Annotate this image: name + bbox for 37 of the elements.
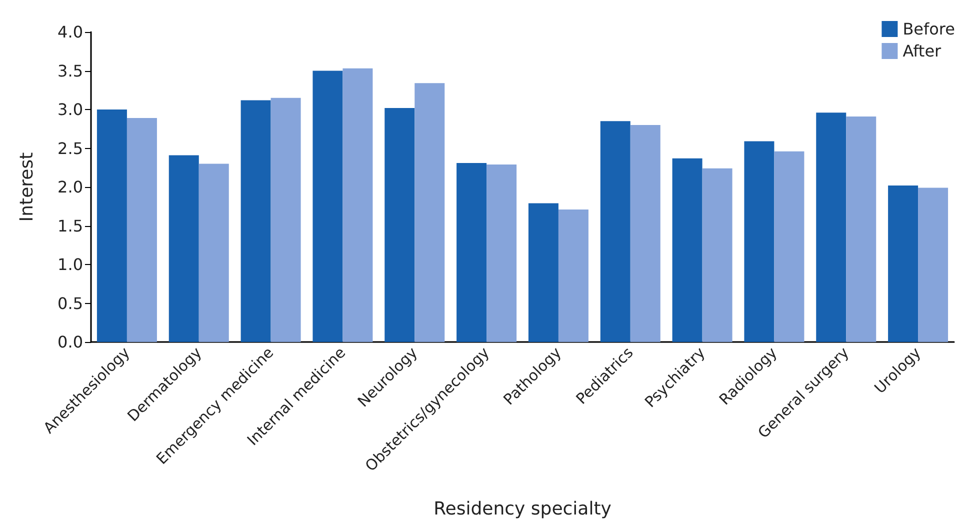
bar [702, 168, 732, 342]
bar [96, 110, 127, 342]
y-tick-label: 2.5 [58, 138, 83, 158]
bar [918, 188, 948, 342]
y-tick-label: 0.0 [58, 332, 83, 352]
bar [270, 98, 301, 342]
y-tick-label: 1.0 [58, 255, 83, 274]
bar [384, 108, 415, 342]
bar [342, 68, 373, 342]
bar [198, 164, 229, 342]
y-tick-label: 0.5 [58, 294, 83, 313]
bar [600, 121, 630, 342]
bar [774, 151, 804, 342]
bar [558, 209, 588, 342]
bar [888, 185, 918, 342]
bar [744, 141, 774, 342]
y-tick-label: 3.5 [58, 61, 83, 80]
y-tick-label: 1.5 [58, 216, 83, 236]
x-axis-title: Residency specialty [434, 498, 612, 520]
bar [846, 116, 876, 342]
bar [312, 70, 343, 342]
bar [414, 83, 445, 342]
bar [528, 203, 558, 342]
bar [486, 164, 517, 342]
bar [168, 155, 199, 342]
bar [672, 158, 702, 342]
bar [126, 118, 157, 342]
y-axis-title: Interest [16, 152, 38, 222]
bar [456, 162, 487, 342]
y-tick-label: 2.0 [58, 178, 83, 196]
legend-label: After [902, 42, 942, 60]
legend-label: Before [902, 20, 955, 38]
y-tick-label: 3.0 [58, 100, 83, 119]
y-tick-label: 4.0 [58, 22, 83, 42]
bar [240, 100, 271, 342]
bar [630, 125, 660, 342]
bar [816, 112, 846, 342]
